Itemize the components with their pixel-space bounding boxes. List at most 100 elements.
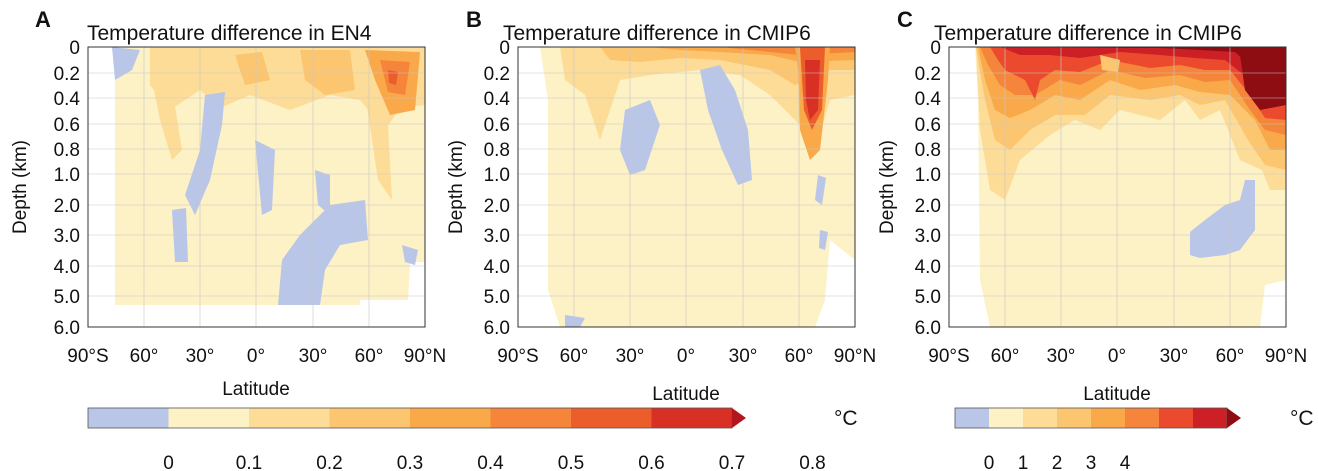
svg-text:60°: 60° [1216,346,1245,367]
colorbar-segment [410,408,491,428]
colorbar-segment [1091,408,1126,428]
svg-text:60°: 60° [560,346,589,367]
contour-level-0.1-0.2 [150,70,182,160]
colorbar-tick-label: 0.4 [477,453,504,471]
cooling-patch [700,65,752,185]
plot-frame [517,46,856,328]
contour-level-3.5-4 [1020,47,1286,95]
panel-title: Temperature difference in CMIP6 [934,22,1242,45]
contour-level-4-plus [1240,55,1286,110]
svg-text:0.4: 0.4 [915,89,942,110]
svg-text:0°: 0° [1108,346,1126,367]
svg-text:0.6: 0.6 [484,115,510,136]
svg-text:6.0: 6.0 [915,318,941,339]
colorbar-segment [88,408,169,428]
svg-text:0.8: 0.8 [54,140,80,161]
plot-frame [87,46,426,328]
colorbar-segment [490,408,572,428]
cooling-patch [255,140,275,215]
x-axis-label: Latitude [652,384,720,405]
svg-text:0.6: 0.6 [915,115,941,136]
grid [88,47,425,327]
y-axis-label: Depth (km) [446,140,467,234]
svg-text:30°: 30° [186,346,215,367]
svg-text:90°S: 90°S [497,346,538,367]
contour-level-0.1-0.2 [150,47,425,130]
svg-text:3.0: 3.0 [915,226,941,247]
panel-b: B Temperature difference in CMIP6 [446,7,876,405]
svg-text:3.0: 3.0 [54,226,80,247]
svg-text:90°N: 90°N [1265,346,1307,367]
svg-text:60°: 60° [785,346,814,367]
svg-text:60°: 60° [991,346,1020,367]
heatmap-field [518,47,855,327]
contour-level-1-1.5 [1100,55,1120,72]
colorbar-segment [1159,408,1194,428]
svg-text:4.0: 4.0 [915,257,941,278]
y-axis-label: Depth (km) [877,140,898,234]
panel-a: A Temperature difference in EN4 [10,7,446,400]
panel-letter: C [897,7,913,32]
svg-text:1.0: 1.0 [915,165,941,186]
panel-letter: B [466,7,482,32]
svg-text:60°: 60° [130,346,159,367]
colorbar-segment [1057,408,1092,428]
colorbar-tick-label: 1 [1018,453,1029,471]
contour-level-0.2-0.3 [235,52,270,85]
colorbar-tick-label: 0 [163,453,174,471]
contour-level-0-0.1 [540,47,855,327]
svg-text:5.0: 5.0 [915,287,941,308]
colorbar-extend-arrow [732,408,746,428]
y-tick-labels: 0 0.2 0.4 0.6 0.8 1.0 2.0 3.0 4.0 5.0 6.… [54,38,81,339]
colorbar-segment [1125,408,1160,428]
colorbar-tick-label: 0 [984,453,995,471]
colorbar-tick-label: 0.5 [558,453,584,471]
svg-text:30°: 30° [729,346,758,367]
svg-text:0: 0 [499,38,510,59]
plot-frame [948,46,1287,328]
svg-text:0.2: 0.2 [915,64,941,85]
colorbar-segment [249,408,330,428]
colorbar-tick-label: 0.6 [638,453,664,471]
svg-text:30°: 30° [299,346,328,367]
x-tick-labels: 90°S 60° 30° 0° 30° 60° 90°N [497,346,876,367]
colorbar-tick-label: 3 [1086,453,1097,471]
colorbar-segment [1023,408,1058,428]
contour-level-2.5-3 [990,47,1286,120]
svg-text:0.4: 0.4 [484,89,511,110]
svg-text:1.0: 1.0 [484,165,510,186]
svg-text:4.0: 4.0 [54,257,80,278]
cooling-patch [278,200,368,305]
heatmap-field [88,47,425,327]
svg-text:6.0: 6.0 [54,318,80,339]
svg-text:6.0: 6.0 [484,318,510,339]
colorbar-tick-label: 0.8 [799,453,825,471]
svg-text:30°: 30° [1160,346,1189,367]
panel-letter: A [35,7,51,32]
svg-text:0.2: 0.2 [484,64,510,85]
colorbar-extend-arrow [1227,408,1241,428]
cooling-patch [112,47,140,80]
svg-text:0.8: 0.8 [915,140,941,161]
svg-text:2.0: 2.0 [54,196,80,217]
colorbar-tick-label: 4 [1120,453,1131,471]
colorbar-tick-label: 0.2 [316,453,342,471]
svg-text:1.0: 1.0 [54,165,80,186]
svg-text:90°N: 90°N [834,346,876,367]
svg-text:0.4: 0.4 [54,89,81,110]
panel-c: C Temperature difference in CMIP6 [877,7,1307,405]
svg-text:0°: 0° [677,346,695,367]
svg-text:0.8: 0.8 [484,140,510,161]
colorbar-unit: °C [1290,407,1314,430]
svg-text:90°S: 90°S [928,346,969,367]
cooling-patch [402,245,418,265]
colorbar-coarse: 0 1 2 3 4 °C [954,407,1314,471]
cooling-patch [185,92,225,215]
y-tick-labels: 0 0.2 0.4 0.6 0.8 1.0 2.0 3.0 4.0 5.0 6.… [915,38,942,339]
y-axis-label: Depth (km) [10,140,31,234]
panel-title: Temperature difference in EN4 [87,22,372,45]
colorbar-segment [989,408,1024,428]
svg-text:0°: 0° [247,346,265,367]
contour-level-0.5-0.6 [388,70,398,85]
